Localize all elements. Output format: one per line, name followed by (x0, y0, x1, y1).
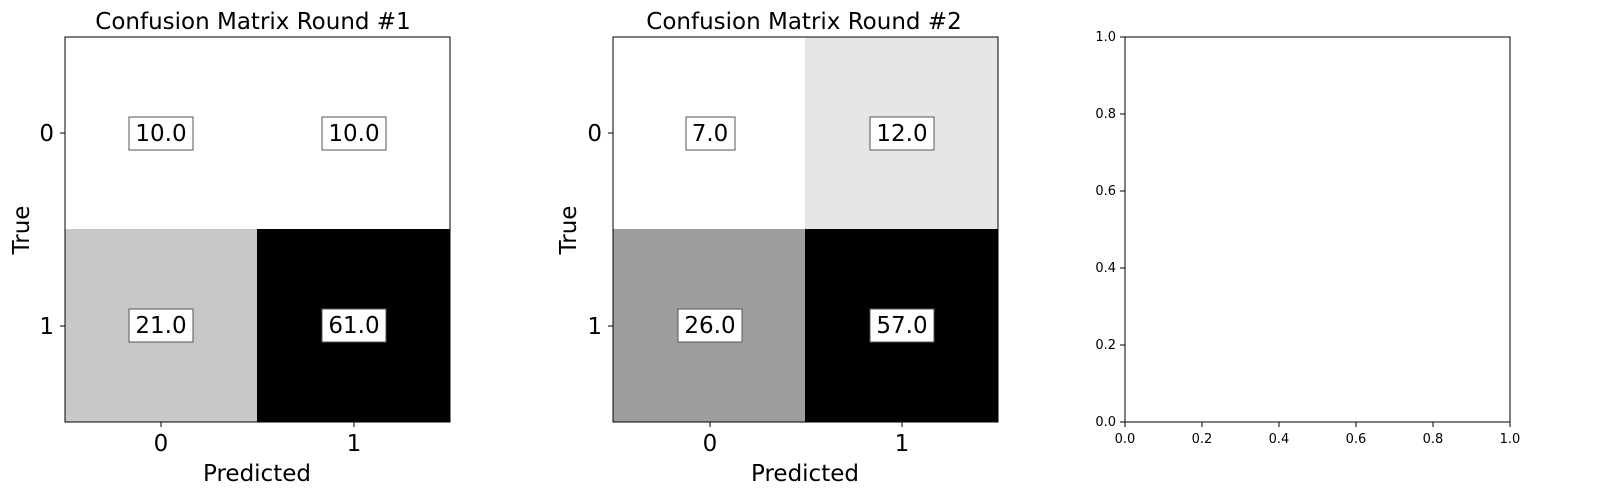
cell-value-text: 12.0 (876, 121, 927, 147)
cell-value-label: 7.0 (685, 116, 736, 151)
x-tick-label: 1 (347, 431, 362, 457)
y-tick-label: 0.4 (1095, 261, 1116, 276)
y-tick-label: 0.2 (1095, 338, 1116, 353)
chart-title: Confusion Matrix Round #1 (95, 9, 410, 35)
x-axis: 0.0 0.2 0.4 0.6 0.8 1.0 (1115, 422, 1521, 447)
x-tick-label: 0 (703, 431, 718, 457)
y-tick-label: 1 (39, 314, 54, 340)
plot-frame (64, 36, 451, 423)
cell-value-text: 10.0 (328, 121, 379, 147)
y-tick-label: 1.0 (1095, 30, 1116, 45)
y-tick-label: 0 (587, 121, 602, 147)
cell-value-text: 7.0 (692, 121, 729, 147)
y-tick-label: 0.8 (1095, 107, 1116, 122)
x-axis-label: Predicted (203, 461, 311, 487)
y-tick-label: 0.0 (1095, 415, 1116, 430)
y-tick-label: 0 (39, 121, 54, 147)
x-tick-label: 0.8 (1423, 432, 1444, 447)
cell-value-text: 61.0 (328, 313, 379, 339)
cell-value-label: 12.0 (869, 116, 935, 151)
x-tick-label: 0.6 (1346, 432, 1367, 447)
x-tick-label: 1 (895, 431, 910, 457)
y-axis-label: True (9, 206, 35, 256)
cell-value-text: 57.0 (876, 313, 927, 339)
plot-frame (1124, 36, 1511, 423)
empty-axes-panel: 0.0 0.2 0.4 0.6 0.8 1.0 0.0 0.2 0.4 0.6 … (1095, 30, 1520, 447)
y-axis: 0.0 0.2 0.4 0.6 0.8 1.0 (1095, 30, 1125, 430)
x-axis-label: Predicted (751, 461, 859, 487)
x-tick-label: 0.2 (1192, 432, 1213, 447)
x-tick-label: 0.0 (1115, 432, 1136, 447)
x-tick-label: 0 (154, 431, 169, 457)
cell-value-label: 10.0 (128, 116, 194, 151)
chart-title: Confusion Matrix Round #2 (646, 9, 961, 35)
y-axis-label: True (556, 206, 582, 256)
cell-value-text: 26.0 (684, 313, 735, 339)
cell-value-text: 21.0 (135, 313, 186, 339)
y-tick-label: 1 (587, 314, 602, 340)
cell-value-label: 61.0 (321, 308, 387, 343)
x-axis: 0 1 Predicted (154, 422, 362, 487)
y-tick-label: 0.6 (1095, 184, 1116, 199)
confusion-matrix-panel-2: Confusion Matrix Round #2 7.0 12.0 26.0 … (556, 9, 999, 487)
x-tick-label: 1.0 (1500, 432, 1521, 447)
y-axis: 0 1 True (9, 121, 65, 340)
cell-value-label: 21.0 (128, 308, 194, 343)
cell-value-label: 10.0 (321, 116, 387, 151)
plot-frame (612, 36, 999, 423)
cell-value-label: 26.0 (677, 308, 743, 343)
cell-value-label: 57.0 (869, 308, 935, 343)
x-tick-label: 0.4 (1269, 432, 1290, 447)
cell-value-text: 10.0 (135, 121, 186, 147)
confusion-matrix-panel-1: Confusion Matrix Round #1 10.0 10.0 21.0… (9, 9, 451, 487)
x-axis: 0 1 Predicted (703, 422, 910, 487)
y-axis: 0 1 True (556, 121, 613, 340)
